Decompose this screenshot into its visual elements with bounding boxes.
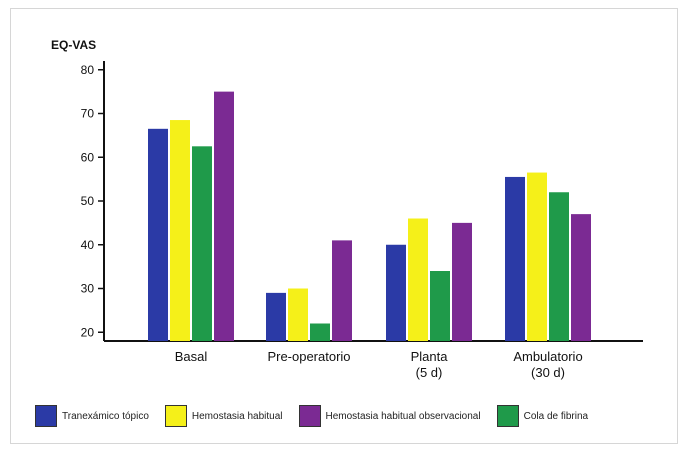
x-tick-labels: Basal Pre-operatorio Planta(5 d) Ambulatori…: [175, 349, 583, 380]
bar-3-2: [549, 192, 569, 341]
x-tick-label: Pre-operatorio: [267, 349, 350, 364]
y-tick-labels: 20 30 40 50 60 70 80: [81, 63, 95, 340]
legend-swatch: [35, 405, 57, 427]
bar-3-3: [571, 214, 591, 341]
bar-2-3: [452, 222, 472, 341]
legend-item: Hemostasia habitual observacional: [298, 405, 481, 427]
y-axis-label: EQ-VAS: [51, 38, 96, 52]
bar-0-1: [170, 120, 190, 341]
legend-item: Hemostasia habitual: [164, 405, 283, 427]
y-tick-label: 30: [81, 282, 95, 296]
y-tick-label: 60: [81, 150, 95, 164]
legend-item: Tranexámico tópico: [35, 405, 149, 427]
y-tick-label: 50: [81, 194, 95, 208]
x-tick-label: Ambulatorio: [513, 349, 582, 364]
bar-2-2: [430, 271, 450, 341]
legend-label: Hemostasia habitual observacional: [325, 410, 481, 422]
bar-3-1: [527, 172, 547, 341]
chart-frame: EQ-VAS Basal Pre-operatorio Planta (5 d) Amb…: [10, 8, 678, 444]
y-tick-label: 70: [81, 107, 95, 121]
bar-0-0: [148, 128, 168, 341]
legend-swatch: [496, 405, 519, 427]
legend-label: Hemostasia habitual: [191, 410, 283, 422]
legend-label: Tranexámico tópico: [62, 410, 149, 422]
legend-swatch: [298, 405, 321, 427]
y-tick-label: 20: [81, 325, 95, 339]
bar-chart: EQ-VAS Basal Pre-operatorio Planta(5 d) Amb…: [51, 38, 643, 380]
legend-swatch: [164, 405, 187, 427]
x-tick-label: (30 d): [531, 365, 565, 380]
bar-0-2: [192, 146, 212, 341]
bar-3-0: [505, 176, 525, 341]
bar-1-3: [332, 240, 352, 341]
bar-2-0: [386, 244, 406, 341]
x-tick-label: Basal: [175, 349, 208, 364]
y-tick-label: 80: [81, 63, 95, 77]
y-tick-label: 40: [81, 238, 95, 252]
bars: [148, 91, 591, 341]
x-tick-label: (5 d): [416, 365, 443, 380]
legend-item: Cola de fibrina: [496, 405, 589, 427]
legend: Tranexámico tópico Hemostasia habitual Hem…: [35, 403, 604, 429]
legend-label: Cola de fibrina: [523, 410, 589, 422]
bar-0-3: [214, 91, 234, 341]
bar-2-1: [408, 218, 428, 341]
bar-1-1: [288, 288, 308, 341]
bar-1-0: [266, 292, 286, 341]
x-tick-label: Planta: [411, 349, 449, 364]
bar-1-2: [310, 323, 330, 341]
